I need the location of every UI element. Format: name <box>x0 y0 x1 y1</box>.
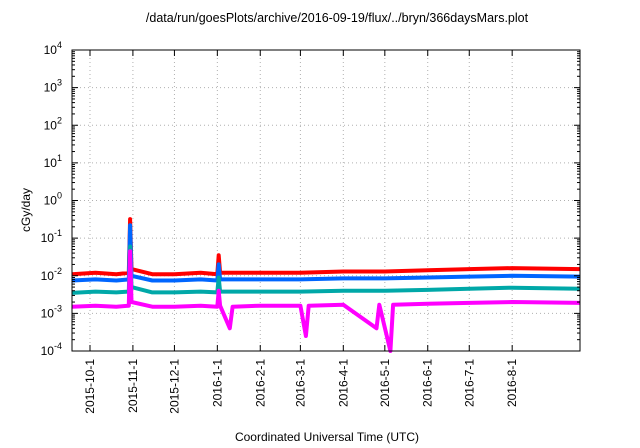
x-tick-label: 2015-10-1 <box>83 359 97 414</box>
y-tick-label: 10-3 <box>41 303 62 320</box>
x-axis-label: Coordinated Universal Time (UTC) <box>235 430 419 444</box>
x-tick-label: 2016-8-1 <box>505 359 519 407</box>
y-tick-label: 101 <box>44 153 62 170</box>
series-line-4 <box>71 249 581 353</box>
x-tick-label: 2016-6-1 <box>421 359 435 407</box>
y-tick-label: 10-4 <box>41 341 62 358</box>
y-tick-label: 104 <box>44 40 62 57</box>
y-axis-label: cGy/day <box>19 188 33 232</box>
chart-title: /data/run/goesPlots/archive/2016-09-19/f… <box>146 11 529 25</box>
y-tick-labels: 10-4 10-3 10-2 10-1 100 101 102 103 104 <box>41 40 62 358</box>
x-tick-label: 2015-12-1 <box>167 359 181 414</box>
y-tick-label: 103 <box>44 78 62 95</box>
x-tick-label: 2016-5-1 <box>378 359 392 407</box>
ticks <box>72 49 580 352</box>
x-tick-label: 2016-2-1 <box>253 359 267 407</box>
series-line-1 <box>71 217 581 277</box>
y-tick-label: 10-2 <box>41 266 62 283</box>
x-tick-label: 2015-11-1 <box>126 359 140 413</box>
series-group <box>71 217 581 353</box>
x-tick-label: 2016-7-1 <box>462 359 476 407</box>
x-tick-labels: 2015-10-1 2015-11-1 2015-12-1 2016-1-1 2016-… <box>83 359 519 414</box>
x-tick-label: 2016-1-1 <box>210 359 224 407</box>
x-tick-label: 2016-3-1 <box>293 359 307 407</box>
y-tick-label: 102 <box>44 115 62 132</box>
y-tick-label: 10-1 <box>41 228 62 245</box>
x-tick-label: 2016-4-1 <box>336 359 350 407</box>
y-tick-label: 100 <box>44 191 62 208</box>
